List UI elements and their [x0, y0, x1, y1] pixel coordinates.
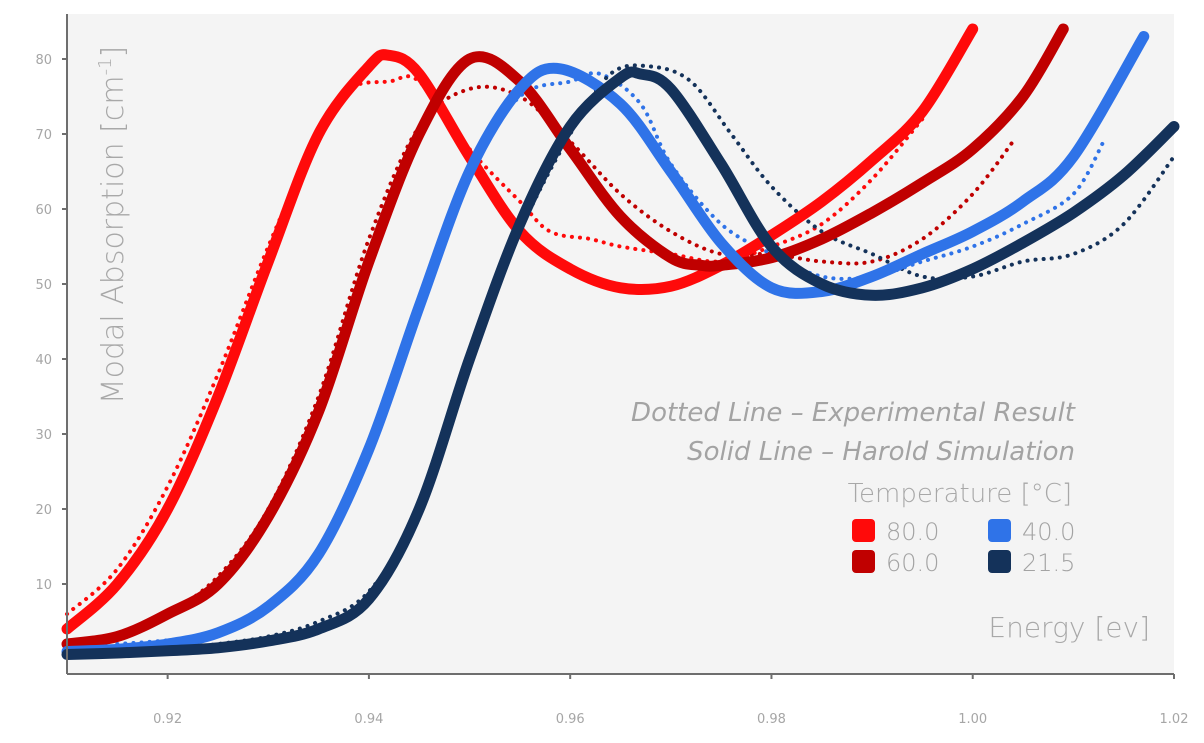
legend: 80.0 40.0 60.0 21.5: [852, 518, 1075, 577]
legend-label-21-5: 21.5: [1022, 549, 1075, 577]
y-tick-label: 70: [35, 128, 52, 143]
y-tick-label: 30: [35, 428, 52, 443]
y-tick-label: 80: [35, 53, 52, 68]
y-tick-label: 10: [35, 578, 52, 593]
legend-swatch-21-5: [988, 550, 1011, 573]
y-tick-label: 20: [35, 503, 52, 518]
x-tick-label: 0.98: [757, 712, 786, 727]
y-axis-title: Modal Absorption [cm-1]: [95, 46, 131, 405]
simulation-line-21-5: [61, 66, 1180, 660]
x-tick-label: 0.94: [354, 712, 383, 727]
y-tick-label: 50: [35, 278, 52, 293]
legend-swatch-40-0: [988, 519, 1011, 542]
y-tick-label: 60: [35, 203, 52, 218]
legend-label-80-0: 80.0: [886, 518, 939, 546]
legend-label-40-0: 40.0: [1022, 518, 1075, 546]
y-tick-label: 40: [35, 353, 52, 368]
y-axis-title-main: Modal Absorption [cm: [96, 75, 131, 404]
legend-label-60-0: 60.0: [886, 549, 939, 577]
simulation-line-40-0: [61, 31, 1150, 657]
experimental-line-21-5: [65, 63, 1176, 658]
y-axis-title-close: ]: [96, 46, 131, 58]
annotation-experimental: Dotted Line – Experimental Result: [631, 398, 1076, 428]
x-tick-label: 1.02: [1160, 712, 1189, 727]
legend-title: Temperature [°C]: [848, 479, 1072, 509]
x-tick-label: 0.96: [556, 712, 585, 727]
simulation-line-80-0: [61, 23, 979, 635]
x-tick-label: 0.92: [153, 712, 182, 727]
legend-swatch-60-0: [852, 550, 875, 573]
legend-swatch-80-0: [852, 519, 875, 542]
annotation-simulation: Solid Line – Harold Simulation: [687, 437, 1075, 467]
x-tick-label: 1.00: [958, 712, 987, 727]
x-axis-title: Energy [ev]: [988, 611, 1150, 644]
y-axis-title-sup: -1: [95, 57, 116, 75]
